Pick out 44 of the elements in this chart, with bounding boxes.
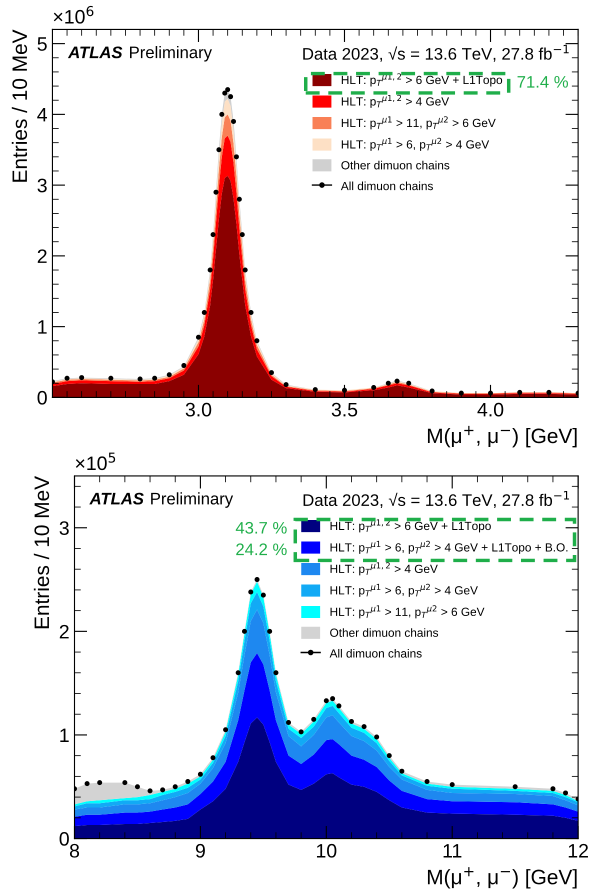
annotation: ATLAS <box>89 492 144 505</box>
y-tick-label: 3 <box>38 178 47 192</box>
x-tick-label: 10 <box>316 844 336 858</box>
annotation: 24.2 % <box>236 543 287 556</box>
annotation: ATLAS <box>68 46 122 58</box>
y-tick-label: 0 <box>38 390 47 405</box>
legend-label: HLT: p$_{T}$$^{μ1}$ > 6, p$_{T}$$^{μ2}$ > 4 GeV + L1Topo + B.O. <box>330 540 568 554</box>
legend-label: HLT: p$_{T}$$^{μ1}$ > 11, p$_{T}$$^{μ2}$ > 6 GeV <box>342 116 496 130</box>
legend-label: HLT: p$_{T}$$^{μ1,2}$ > 4 GeV <box>342 94 450 108</box>
legend-label: HLT: p$_{T}$$^{μ1}$ > 6, p$_{T}$$^{μ2}$ > 4 GeV <box>342 138 490 151</box>
y-tick-label: 0 <box>60 832 69 846</box>
x-tick-label: 11 <box>444 844 462 858</box>
text: ×10$^{6}$ <box>54 6 94 24</box>
x-tick-label: 8 <box>70 844 80 858</box>
text: ×10$^{5}$ <box>76 452 116 470</box>
y-tick-label: 5 <box>38 37 47 51</box>
y-tick-label: 1 <box>38 320 47 334</box>
annotation: Data 2023, √s = 13.6 TeV, 27.8 fb$^{−1}$ <box>304 490 570 508</box>
x-tick-label: 12 <box>568 844 588 858</box>
x-axis-title: M(μ$^{+}$, μ$^{−}$) [GeV] <box>428 867 577 889</box>
legend-label: All dimuon chains <box>330 648 422 658</box>
y-axis-title: Entries / 10 MeV <box>34 476 50 628</box>
y-tick-label: 3 <box>60 521 69 535</box>
annotation: Preliminary <box>151 492 234 508</box>
x-tick-label: 3.0 <box>186 402 212 417</box>
annotation: 43.7 % <box>236 522 287 534</box>
y-tick-label: 2 <box>60 624 69 638</box>
y-axis-title: Entries / 10 MeV <box>12 30 28 182</box>
annotation: 71.4 % <box>518 76 568 88</box>
y-tick-label: 2 <box>38 249 47 263</box>
x-tick-label: 4.0 <box>477 402 504 417</box>
legend-label: HLT: p$_{T}$$^{μ1}$ > 11, p$_{T}$$^{μ2}$ > 6 GeV <box>330 605 484 618</box>
legend-label: Other dimuon chains <box>341 160 450 170</box>
x-tick-label: 9 <box>196 844 205 858</box>
annotation: Data 2023, √s = 13.6 TeV, 27.8 fb$^{−1}$ <box>303 44 569 62</box>
legend-label: Other dimuon chains <box>330 628 438 637</box>
y-tick-label: 4 <box>37 108 48 122</box>
legend-label: All dimuon chains <box>340 182 433 190</box>
annotation: Preliminary <box>130 46 212 62</box>
legend-label: HLT: p$_{T}$$^{μ1,2}$ > 4 GeV <box>330 562 438 576</box>
legend-label: HLT: p$_{T}$$^{μ1}$ > 6, p$_{T}$$^{μ2}$ > 4 GeV <box>330 584 478 597</box>
x-axis-title: M(μ$^{+}$, μ$^{−}$) [GeV] <box>428 426 577 448</box>
y-tick-label: 1 <box>60 728 69 742</box>
x-tick-label: 3.5 <box>332 402 358 417</box>
